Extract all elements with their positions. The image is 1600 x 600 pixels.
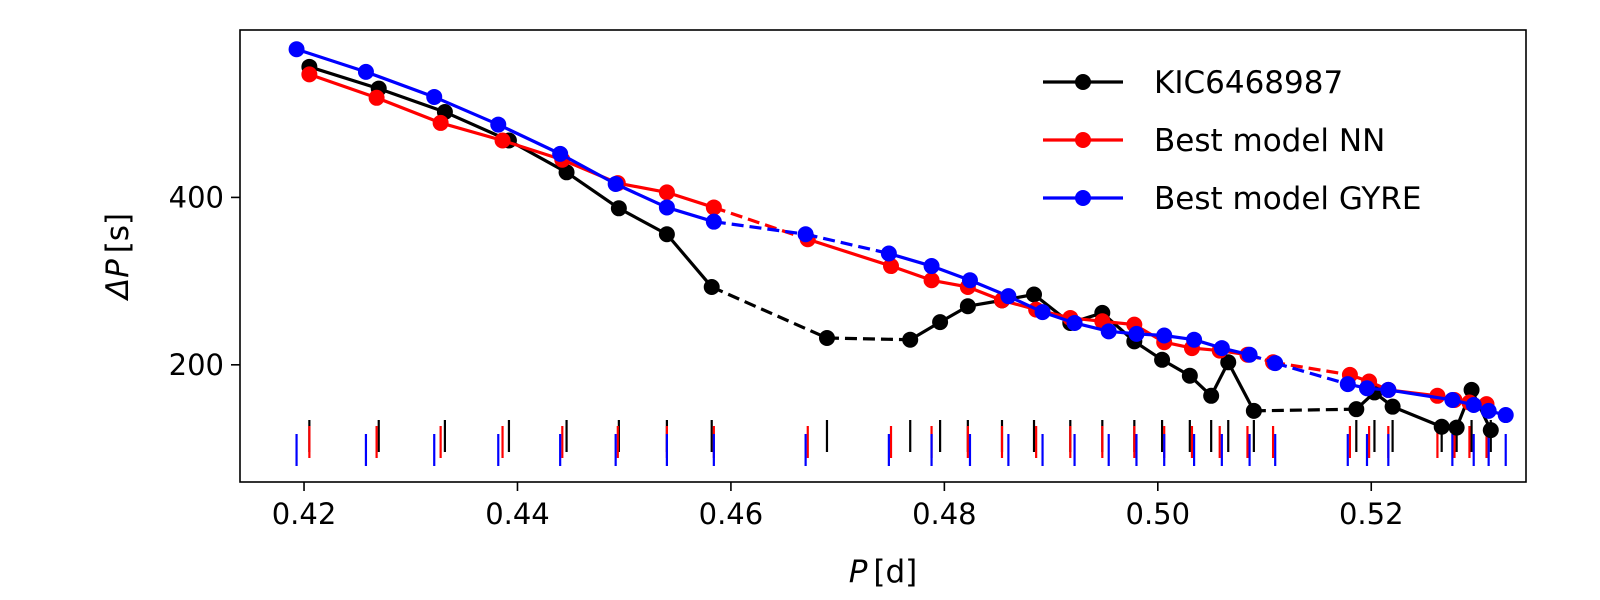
- x-axis: 0.42 0.44 0.46 0.48 0.50 0.52: [272, 482, 1404, 531]
- legend-label-best-model-gyre: Best model GYRE: [1154, 181, 1421, 217]
- x-axis-label: P [d]: [849, 554, 918, 590]
- data-point-best-model-gyre: [1267, 355, 1283, 371]
- data-point-best-model-gyre: [608, 176, 624, 192]
- data-point-kic6468987: [960, 298, 976, 314]
- y-tick-label: 400: [169, 180, 224, 214]
- data-point-kic6468987: [1483, 422, 1499, 438]
- legend-marker-best-model-nn: [1075, 132, 1091, 148]
- data-point-best-model-gyre: [289, 41, 305, 57]
- data-point-best-model-gyre: [924, 258, 940, 274]
- data-point-best-model-gyre: [1214, 340, 1230, 356]
- data-point-best-model-gyre: [1359, 380, 1375, 396]
- y-axis: 200 400: [169, 180, 240, 381]
- data-point-best-model-gyre: [1380, 382, 1396, 398]
- data-point-best-model-nn: [433, 115, 449, 131]
- x-tick-label: 0.42: [272, 497, 337, 531]
- legend-label-kic6468987: KIC6468987: [1154, 65, 1343, 101]
- data-point-kic6468987: [1434, 419, 1450, 435]
- data-point-best-model-gyre: [1035, 304, 1051, 320]
- data-point-best-model-gyre: [706, 214, 722, 230]
- data-point-best-model-gyre: [426, 89, 442, 105]
- data-point-best-model-gyre: [798, 226, 814, 242]
- data-point-best-model-nn: [706, 199, 722, 215]
- y-tick-label: 200: [169, 348, 224, 382]
- data-point-kic6468987: [611, 200, 627, 216]
- x-tick-label: 0.46: [699, 497, 764, 531]
- x-tick-label: 0.44: [485, 497, 550, 531]
- data-point-best-model-gyre: [1444, 392, 1460, 408]
- data-point-best-model-nn: [924, 272, 940, 288]
- data-point-kic6468987: [1203, 388, 1219, 404]
- data-point-kic6468987: [932, 314, 948, 330]
- data-point-best-model-gyre: [962, 272, 978, 288]
- x-tick-label: 0.48: [912, 497, 977, 531]
- data-point-best-model-nn: [369, 90, 385, 106]
- series-segment: [714, 207, 808, 239]
- data-point-best-model-gyre: [1498, 407, 1514, 423]
- data-point-best-model-gyre: [1000, 288, 1016, 304]
- series-segment: [714, 222, 806, 235]
- x-tick-label: 0.50: [1126, 497, 1191, 531]
- data-point-best-model-gyre: [1242, 347, 1258, 363]
- data-point-kic6468987: [902, 332, 918, 348]
- series-segment: [619, 208, 667, 234]
- x-tick-label: 0.52: [1339, 497, 1404, 531]
- legend-marker-best-model-gyre: [1075, 190, 1091, 206]
- data-point-kic6468987: [704, 279, 720, 295]
- data-point-best-model-gyre: [1340, 376, 1356, 392]
- legend-label-best-model-nn: Best model NN: [1154, 123, 1385, 159]
- data-point-kic6468987: [1182, 368, 1198, 384]
- series-segment: [667, 234, 712, 287]
- data-point-best-model-nn: [301, 66, 317, 82]
- data-point-best-model-gyre: [1101, 323, 1117, 339]
- data-point-best-model-gyre: [881, 245, 897, 261]
- data-point-best-model-nn: [495, 132, 511, 148]
- legend: KIC6468987 Best model NN Best model GYRE: [1043, 65, 1421, 217]
- data-point-kic6468987: [1348, 401, 1364, 417]
- legend-marker-kic6468987: [1075, 74, 1091, 90]
- period-spacing-chart: 0.42 0.44 0.46 0.48 0.50 0.52 200 400 P [d] ΔP[…: [0, 0, 1600, 600]
- data-point-best-model-gyre: [1156, 328, 1172, 344]
- data-point-best-model-gyre: [1466, 397, 1482, 413]
- series-segment: [712, 287, 827, 338]
- series-segment: [827, 338, 910, 340]
- data-point-kic6468987: [1154, 352, 1170, 368]
- data-point-best-model-gyre: [552, 146, 568, 162]
- data-point-kic6468987: [659, 226, 675, 242]
- data-point-best-model-nn: [659, 184, 675, 200]
- data-point-best-model-gyre: [659, 199, 675, 215]
- data-point-best-model-gyre: [490, 117, 506, 133]
- data-point-kic6468987: [819, 330, 835, 346]
- data-point-kic6468987: [1246, 403, 1262, 419]
- data-point-best-model-gyre: [358, 64, 374, 80]
- rug-marks: [297, 420, 1506, 466]
- series-segment: [1254, 409, 1356, 411]
- data-point-kic6468987: [1385, 399, 1401, 415]
- data-point-kic6468987: [1449, 420, 1465, 436]
- data-point-best-model-gyre: [1067, 315, 1083, 331]
- series-segment: [1228, 362, 1254, 411]
- y-axis-label: ΔP[s]: [100, 213, 136, 301]
- data-point-kic6468987: [1026, 287, 1042, 303]
- data-point-best-model-gyre: [1128, 326, 1144, 342]
- data-point-best-model-gyre: [1186, 332, 1202, 348]
- data-point-best-model-gyre: [1481, 403, 1497, 419]
